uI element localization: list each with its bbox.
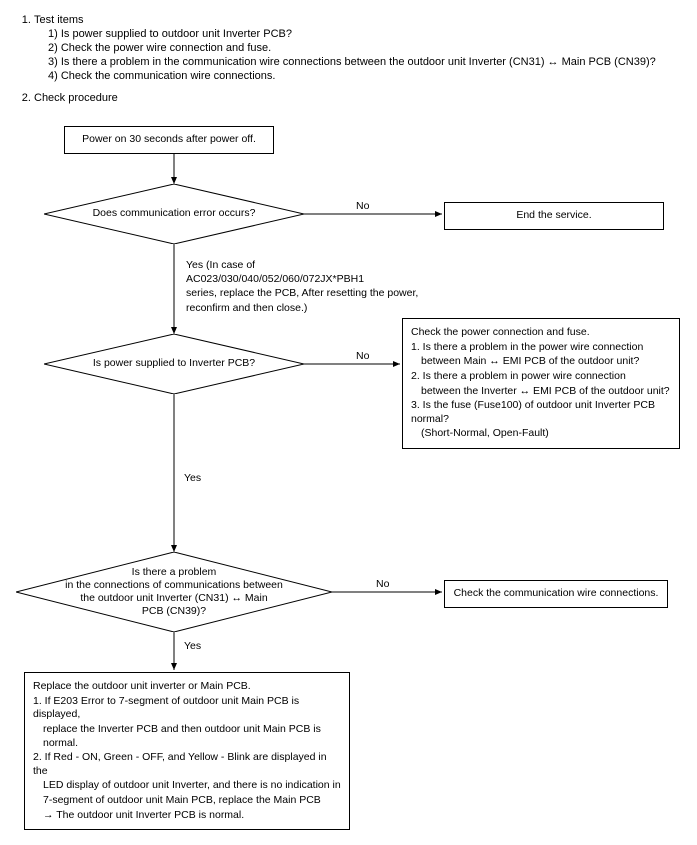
test-item: 4) Check the communication wire connecti… bbox=[48, 70, 681, 82]
annot-line: Yes (In case of AC023/030/040/052/060/07… bbox=[186, 258, 424, 286]
start-box: Power on 30 seconds after power off. bbox=[64, 126, 274, 154]
test-items-list: 1) Is power supplied to outdoor unit Inv… bbox=[34, 28, 681, 82]
power-check-box: Check the power connection and fuse. 1. … bbox=[402, 318, 680, 449]
end-service-text: End the service. bbox=[516, 209, 591, 221]
replace-line: 2. If Red - ON, Green - OFF, and Yellow … bbox=[33, 751, 341, 778]
edge-label-no: No bbox=[356, 350, 369, 362]
flowchart: Power on 30 seconds after power off. Doe… bbox=[24, 122, 684, 802]
decision-power-supplied: Is power supplied to Inverter PCB? bbox=[44, 334, 304, 394]
section-1-title: Test items bbox=[34, 14, 84, 26]
edge-label-no: No bbox=[356, 200, 369, 212]
decision-comm-wire-text: Is there a problem in the connections of… bbox=[16, 566, 332, 619]
edge-label-no: No bbox=[376, 578, 389, 590]
power-check-line: 1. Is there a problem in the power wire … bbox=[411, 341, 671, 355]
replace-line: → The outdoor unit Inverter PCB is norma… bbox=[33, 809, 341, 823]
section-1: Test items 1) Is power supplied to outdo… bbox=[34, 14, 681, 82]
d3-line: in the connections of communications bet… bbox=[22, 579, 326, 592]
replace-title: Replace the outdoor unit inverter or Mai… bbox=[33, 680, 341, 694]
test-item: 2) Check the power wire connection and f… bbox=[48, 42, 681, 54]
power-check-line: 2. Is there a problem in power wire conn… bbox=[411, 370, 671, 384]
replace-line: 7-segment of outdoor unit Main PCB, repl… bbox=[33, 794, 341, 808]
yes-annotation: Yes (In case of AC023/030/040/052/060/07… bbox=[186, 258, 424, 315]
power-check-line: between the Inverter ↔ EMI PCB of the ou… bbox=[411, 385, 671, 399]
replace-box: Replace the outdoor unit inverter or Mai… bbox=[24, 672, 350, 830]
end-service-box: End the service. bbox=[444, 202, 664, 230]
replace-line: replace the Inverter PCB and then outdoo… bbox=[33, 723, 341, 750]
comm-check-text: Check the communication wire connections… bbox=[454, 587, 659, 599]
power-check-line: between Main ↔ EMI PCB of the outdoor un… bbox=[411, 355, 671, 369]
power-check-line: 3. Is the fuse (Fuse100) of outdoor unit… bbox=[411, 399, 671, 426]
annot-line: series, replace the PCB, After resetting… bbox=[186, 286, 424, 300]
section-2: Check procedure bbox=[34, 92, 681, 104]
comm-check-box: Check the communication wire connections… bbox=[444, 580, 668, 608]
decision-comm-error-text: Does communication error occurs? bbox=[44, 207, 304, 220]
power-check-title: Check the power connection and fuse. bbox=[411, 326, 671, 340]
d3-line: PCB (CN39)? bbox=[22, 605, 326, 618]
numbered-sections: Test items 1) Is power supplied to outdo… bbox=[16, 14, 681, 104]
power-check-line: (Short-Normal, Open-Fault) bbox=[411, 427, 671, 441]
section-2-title: Check procedure bbox=[34, 92, 118, 104]
decision-power-text: Is power supplied to Inverter PCB? bbox=[44, 357, 304, 370]
decision-comm-error: Does communication error occurs? bbox=[44, 184, 304, 244]
replace-line: LED display of outdoor unit Inverter, an… bbox=[33, 779, 341, 793]
start-box-text: Power on 30 seconds after power off. bbox=[82, 133, 256, 145]
replace-line: 1. If E203 Error to 7-segment of outdoor… bbox=[33, 695, 341, 722]
d3-line: the outdoor unit Inverter (CN31) ↔ Main bbox=[22, 592, 326, 605]
edge-label-yes: Yes bbox=[184, 472, 201, 484]
annot-line: reconfirm and then close.) bbox=[186, 301, 424, 315]
test-item: 1) Is power supplied to outdoor unit Inv… bbox=[48, 28, 681, 40]
test-item: 3) Is there a problem in the communicati… bbox=[48, 56, 681, 68]
edge-label-yes: Yes bbox=[184, 640, 201, 652]
decision-comm-wire: Is there a problem in the connections of… bbox=[16, 552, 332, 632]
d3-line: Is there a problem bbox=[22, 566, 326, 579]
